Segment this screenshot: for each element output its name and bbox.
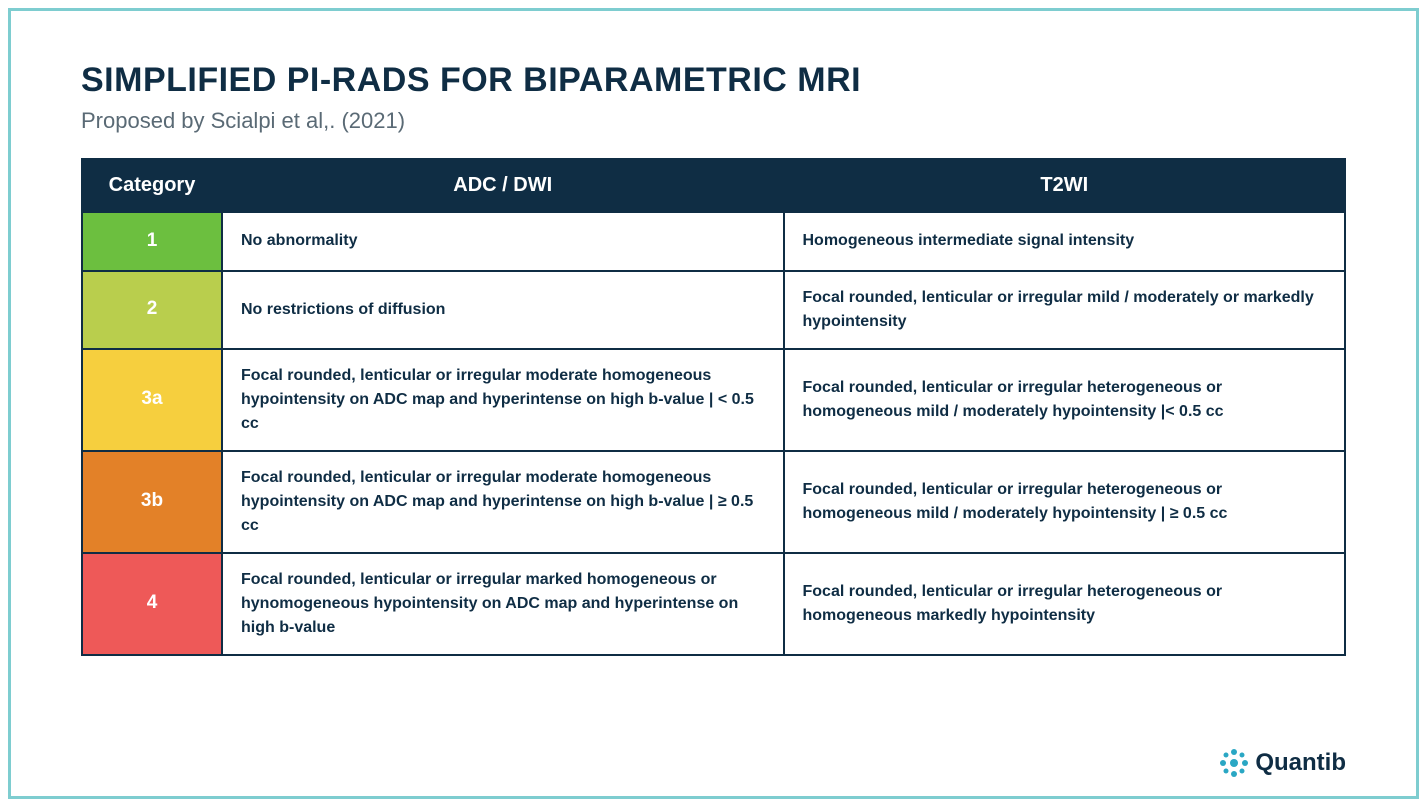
adc-dwi-cell: No restrictions of diffusion — [222, 271, 784, 349]
t2wi-cell: Focal rounded, lenticular or irregular h… — [784, 349, 1346, 451]
adc-dwi-cell: No abnormality — [222, 212, 784, 271]
t2wi-cell: Focal rounded, lenticular or irregular m… — [784, 271, 1346, 349]
adc-dwi-cell: Focal rounded, lenticular or irregular m… — [222, 451, 784, 553]
table-row: 4 Focal rounded, lenticular or irregular… — [82, 553, 1345, 655]
t2wi-cell: Homogeneous intermediate signal intensit… — [784, 212, 1346, 271]
table-header-row: Category ADC / DWI T2WI — [82, 159, 1345, 212]
table-row: 2 No restrictions of diffusion Focal rou… — [82, 271, 1345, 349]
page-subtitle: Proposed by Scialpi et al,. (2021) — [81, 108, 1346, 134]
adc-dwi-cell: Focal rounded, lenticular or irregular m… — [222, 553, 784, 655]
t2wi-cell: Focal rounded, lenticular or irregular h… — [784, 451, 1346, 553]
category-cell: 3b — [82, 451, 222, 553]
page-title: SIMPLIFIED PI-RADS FOR BIPARAMETRIC MRI — [81, 61, 1346, 100]
table-row: 3b Focal rounded, lenticular or irregula… — [82, 451, 1345, 553]
quantib-icon — [1219, 748, 1249, 778]
table-body: 1 No abnormality Homogeneous intermediat… — [82, 212, 1345, 655]
col-header-adc-dwi: ADC / DWI — [222, 159, 784, 212]
table-row: 1 No abnormality Homogeneous intermediat… — [82, 212, 1345, 271]
category-cell: 2 — [82, 271, 222, 349]
category-cell: 3a — [82, 349, 222, 451]
pirads-table: Category ADC / DWI T2WI 1 No abnormality… — [81, 158, 1346, 656]
infographic-frame: SIMPLIFIED PI-RADS FOR BIPARAMETRIC MRI … — [8, 8, 1419, 799]
brand-logo: Quantib — [1219, 748, 1346, 778]
brand-name: Quantib — [1255, 749, 1346, 777]
col-header-t2wi: T2WI — [784, 159, 1346, 212]
col-header-category: Category — [82, 159, 222, 212]
category-cell: 1 — [82, 212, 222, 271]
t2wi-cell: Focal rounded, lenticular or irregular h… — [784, 553, 1346, 655]
table-row: 3a Focal rounded, lenticular or irregula… — [82, 349, 1345, 451]
category-cell: 4 — [82, 553, 222, 655]
adc-dwi-cell: Focal rounded, lenticular or irregular m… — [222, 349, 784, 451]
